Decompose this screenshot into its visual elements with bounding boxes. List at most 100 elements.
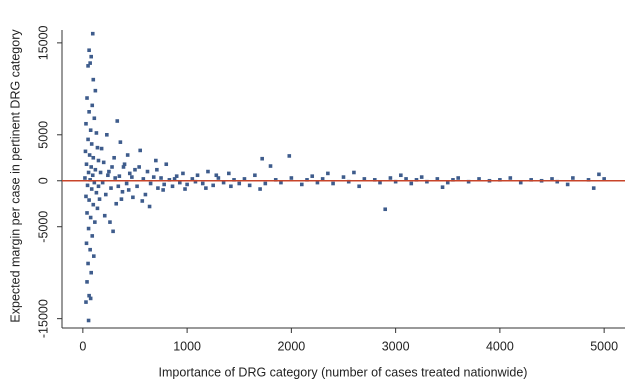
- point: [87, 48, 91, 53]
- point: [116, 184, 121, 189]
- point: [155, 167, 159, 172]
- y-tick-label: 0: [36, 177, 50, 184]
- point: [87, 198, 91, 202]
- point: [138, 148, 142, 153]
- point: [84, 300, 88, 304]
- point: [242, 177, 247, 181]
- point: [591, 186, 596, 190]
- y-tick-label: 15000: [36, 25, 50, 60]
- point: [206, 169, 210, 174]
- point: [125, 153, 130, 157]
- point: [315, 180, 320, 185]
- point: [232, 178, 236, 182]
- point: [181, 171, 185, 176]
- point: [91, 155, 96, 160]
- point: [151, 175, 156, 179]
- point: [518, 180, 523, 185]
- point: [172, 177, 177, 181]
- point: [88, 178, 92, 182]
- point: [86, 137, 90, 142]
- point: [597, 172, 601, 177]
- point: [211, 183, 215, 188]
- point: [84, 162, 89, 167]
- point: [117, 174, 122, 178]
- point: [124, 181, 129, 186]
- point: [456, 176, 460, 180]
- point: [185, 182, 189, 187]
- point: [310, 174, 315, 178]
- point: [145, 169, 150, 174]
- point: [85, 183, 90, 188]
- point: [111, 229, 115, 234]
- x-tick-label: 1000: [173, 339, 201, 353]
- point: [268, 164, 273, 168]
- point: [135, 184, 139, 189]
- point: [102, 213, 107, 218]
- x-tick-label: 3000: [382, 339, 410, 353]
- point: [440, 185, 445, 189]
- point: [83, 176, 87, 180]
- point: [91, 202, 96, 207]
- point: [94, 131, 99, 135]
- point: [92, 116, 97, 121]
- point: [105, 132, 109, 137]
- point: [88, 215, 93, 220]
- point: [414, 178, 419, 182]
- point: [93, 220, 97, 224]
- point: [90, 173, 95, 178]
- point: [84, 121, 88, 126]
- point: [101, 160, 106, 165]
- point: [86, 318, 91, 323]
- point: [571, 176, 575, 180]
- point: [108, 220, 112, 224]
- point: [305, 178, 309, 182]
- point: [299, 182, 304, 187]
- point: [183, 187, 187, 191]
- point: [445, 180, 450, 185]
- point: [112, 155, 116, 160]
- point: [586, 178, 591, 182]
- point: [91, 254, 96, 258]
- point: [326, 171, 330, 176]
- point: [91, 77, 96, 82]
- y-tick-label: 5000: [36, 121, 50, 149]
- point: [85, 211, 89, 215]
- point: [477, 177, 481, 181]
- point: [565, 182, 570, 187]
- point: [216, 176, 221, 180]
- point: [190, 177, 195, 181]
- point: [170, 184, 175, 189]
- point: [94, 190, 99, 195]
- point: [87, 293, 91, 298]
- point: [229, 184, 233, 189]
- point: [221, 180, 226, 185]
- point: [93, 88, 98, 93]
- point: [114, 201, 119, 206]
- point: [93, 167, 98, 172]
- point: [84, 194, 88, 199]
- point: [273, 178, 278, 182]
- point: [106, 173, 110, 178]
- point: [258, 187, 262, 191]
- point: [178, 180, 182, 185]
- point: [148, 181, 153, 186]
- point: [279, 180, 283, 185]
- point: [86, 226, 91, 231]
- point: [118, 140, 123, 144]
- point: [159, 176, 163, 180]
- point: [425, 179, 429, 184]
- point: [88, 61, 92, 65]
- point: [96, 158, 101, 163]
- point: [107, 169, 111, 174]
- point: [90, 31, 95, 36]
- x-tick-label: 2000: [277, 339, 305, 353]
- point: [383, 207, 388, 212]
- point: [399, 173, 403, 178]
- point: [253, 173, 257, 178]
- point: [263, 181, 268, 186]
- point: [89, 54, 93, 59]
- point: [89, 270, 93, 275]
- point: [602, 177, 606, 181]
- point: [95, 145, 100, 150]
